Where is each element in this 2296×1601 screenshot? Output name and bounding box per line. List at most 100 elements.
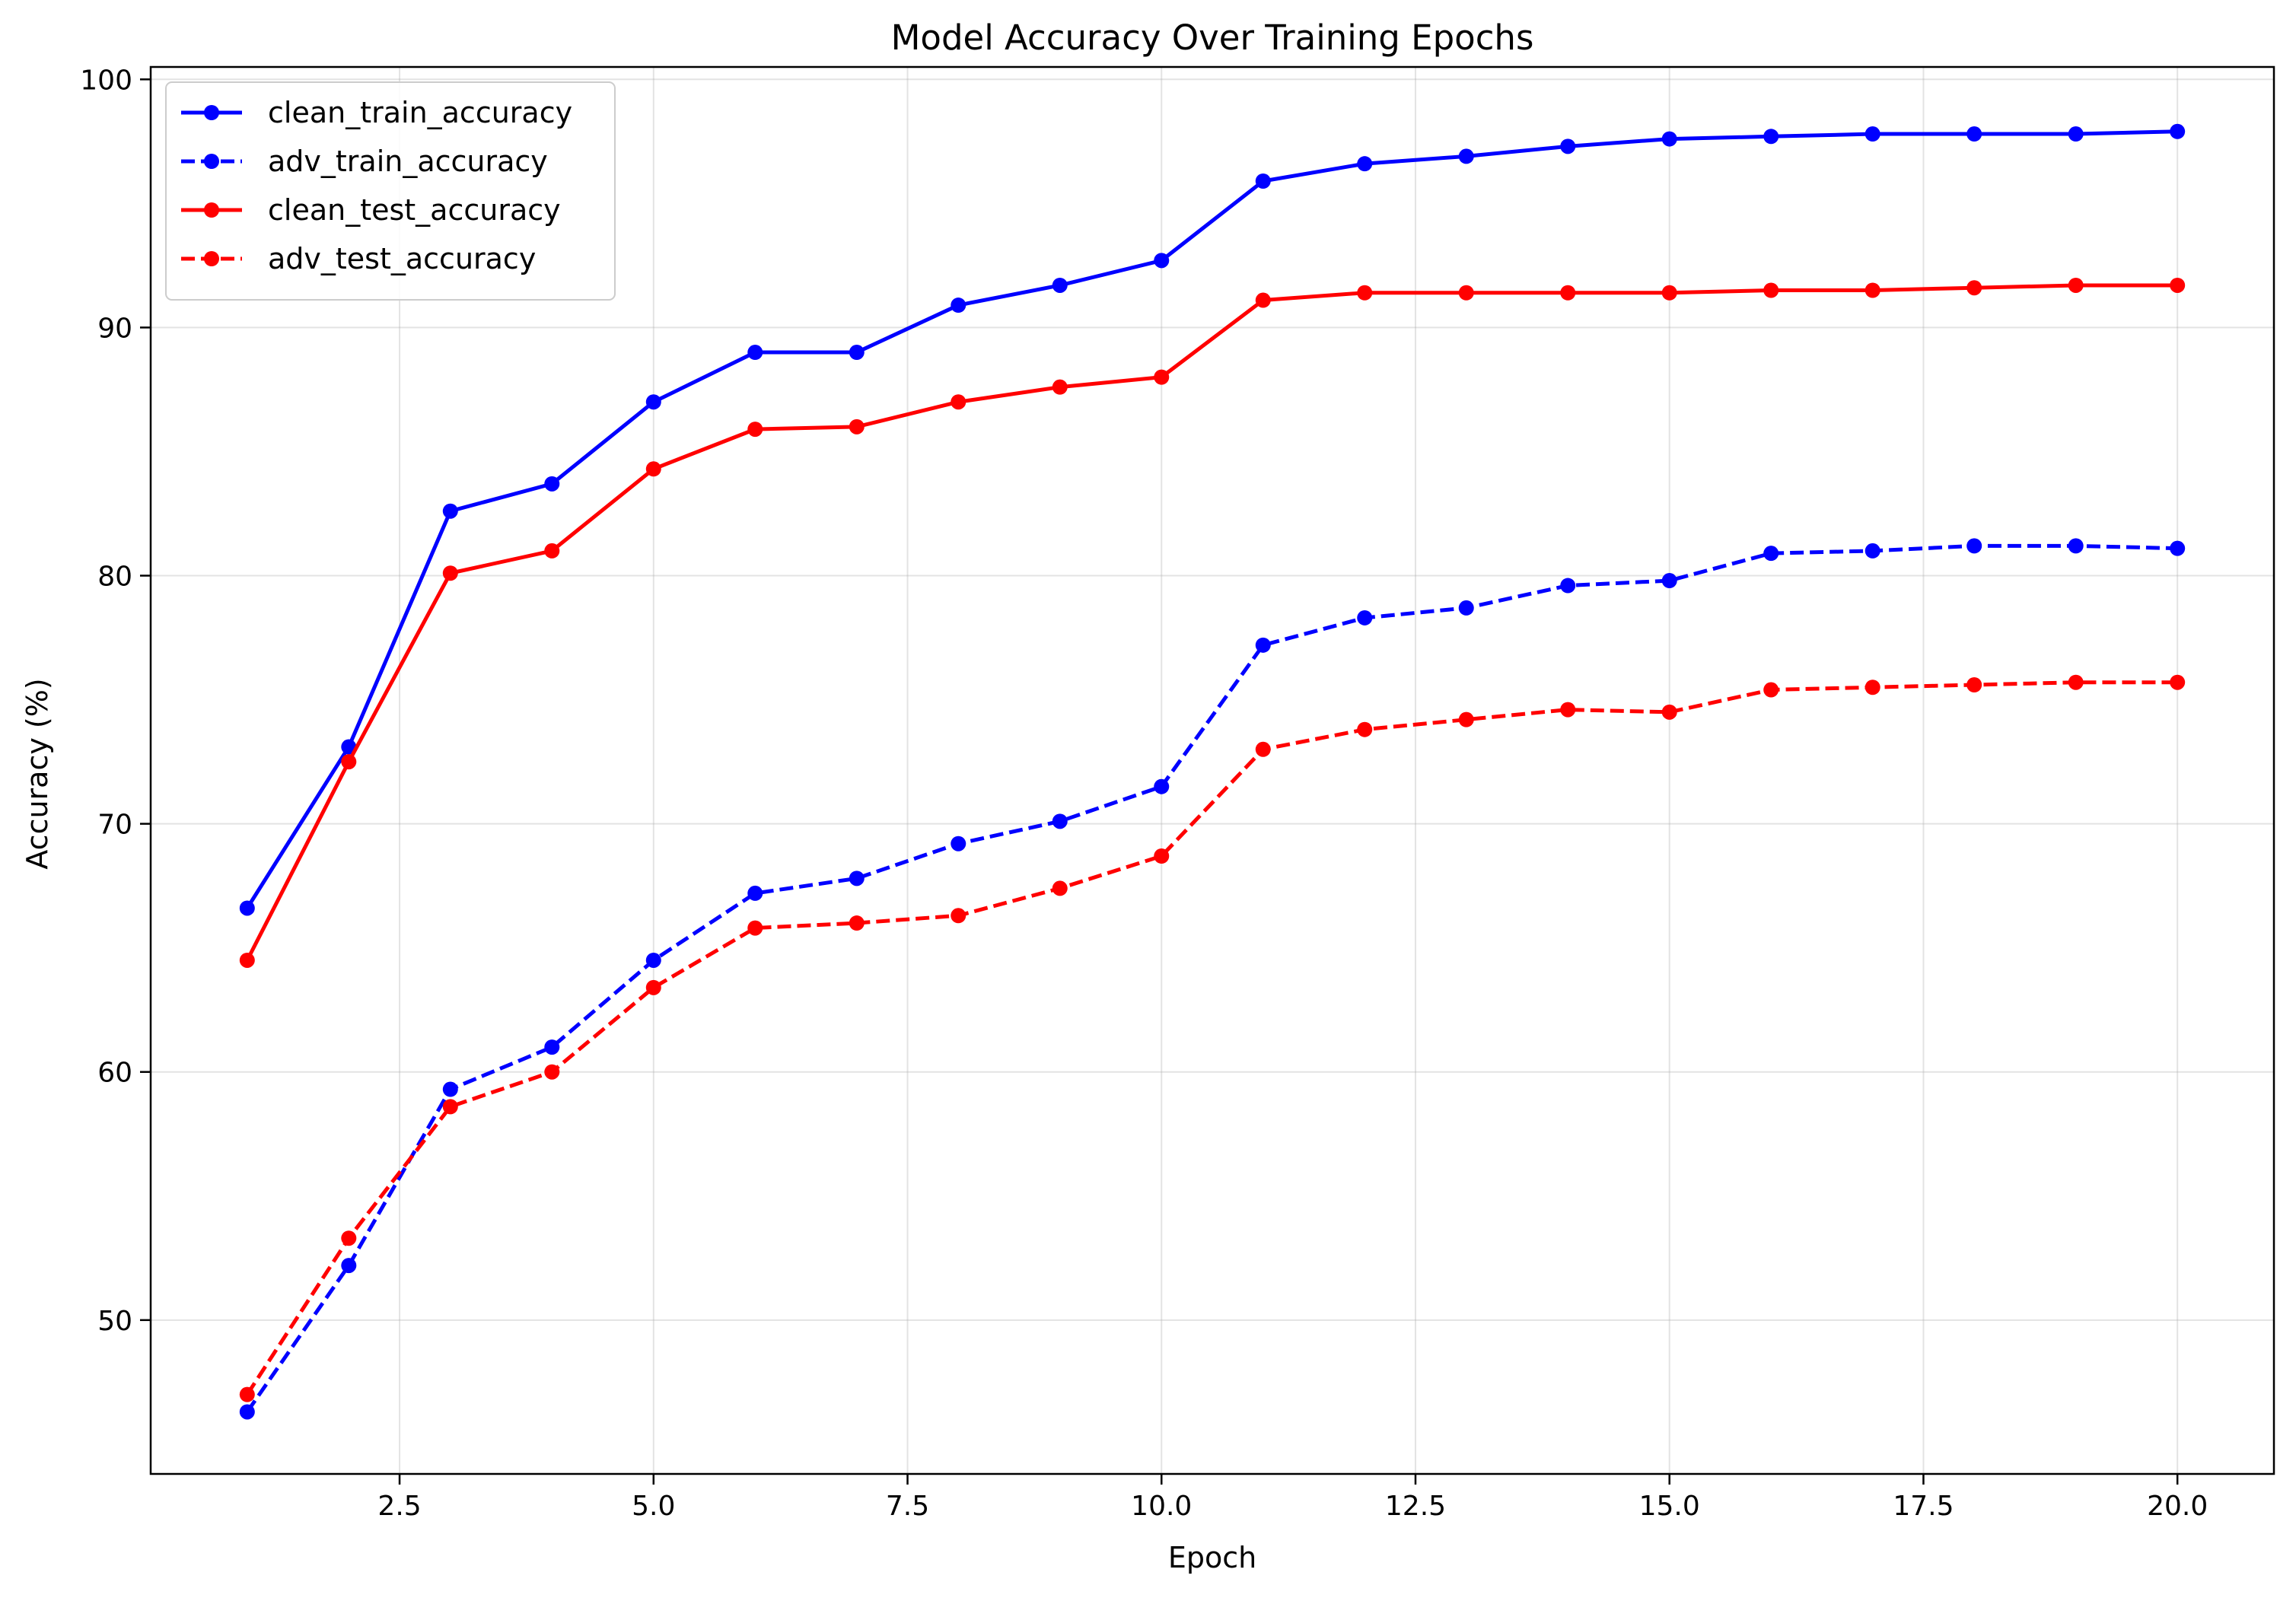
data-point-clean_train_accuracy-16 — [1763, 129, 1779, 145]
legend: clean_train_accuracy adv_train_accuracycl… — [165, 81, 616, 301]
data-point-adv_train_accuracy-18 — [1966, 538, 1982, 554]
x-tick-label-6: 17.5 — [1893, 1491, 1954, 1522]
data-point-adv_test_accuracy-2 — [341, 1230, 357, 1246]
data-point-adv_test_accuracy-17 — [1865, 680, 1880, 695]
data-point-adv_train_accuracy-10 — [1154, 778, 1170, 794]
data-point-clean_train_accuracy-19 — [2068, 126, 2084, 142]
data-point-adv_test_accuracy-16 — [1763, 682, 1779, 698]
chart-title: Model Accuracy Over Training Epochs — [891, 18, 1534, 58]
data-point-adv_train_accuracy-5 — [645, 952, 661, 968]
data-point-adv_train_accuracy-3 — [442, 1081, 458, 1097]
x-tick-label-4: 12.5 — [1385, 1491, 1446, 1522]
x-axis-label: Epoch — [1168, 1541, 1256, 1574]
data-point-adv_test_accuracy-8 — [951, 908, 966, 924]
data-point-adv_train_accuracy-4 — [544, 1039, 560, 1055]
y-tick-label-0: 50 — [97, 1306, 132, 1337]
data-point-clean_train_accuracy-11 — [1255, 173, 1271, 189]
axis-ticks: 2.5 5.0 7.5 10.0 12.5 15.0 17.5 20.0 50 60 70 80 90 1… — [80, 65, 2208, 1522]
data-point-adv_train_accuracy-8 — [951, 836, 966, 851]
data-point-clean_train_accuracy-7 — [849, 345, 865, 361]
data-point-adv_test_accuracy-12 — [1357, 721, 1373, 737]
data-point-clean_test_accuracy-18 — [1966, 280, 1982, 296]
x-tick-label-7: 20.0 — [2147, 1491, 2208, 1522]
data-point-adv_test_accuracy-4 — [544, 1064, 560, 1080]
data-point-clean_train_accuracy-9 — [1052, 277, 1068, 293]
series-adv_test_accuracy — [239, 674, 2186, 1402]
legend-label: adv_train_accuracy — [268, 145, 548, 178]
legend-swatch-marker — [204, 154, 219, 169]
grid-lines — [151, 67, 2274, 1474]
data-point-adv_train_accuracy-19 — [2068, 538, 2084, 554]
data-point-clean_train_accuracy-14 — [1560, 138, 1576, 154]
series-line-adv_test_accuracy — [245, 680, 2178, 1396]
x-tick-label-0: 2.5 — [377, 1491, 421, 1522]
series-line-adv_train_accuracy — [245, 543, 2178, 1413]
series-line-clean_train_accuracy — [245, 129, 2178, 909]
data-point-adv_train_accuracy-15 — [1661, 573, 1677, 589]
y-tick-label-4: 90 — [97, 313, 132, 344]
legend-item-clean_train_accuracy: clean_train_accuracy — [181, 96, 572, 129]
data-point-adv_train_accuracy-6 — [747, 885, 763, 901]
legend-swatch-marker — [204, 251, 219, 266]
data-point-adv_train_accuracy-12 — [1357, 610, 1373, 625]
data-point-clean_test_accuracy-11 — [1255, 292, 1271, 308]
data-point-adv_test_accuracy-11 — [1255, 741, 1271, 757]
data-point-adv_test_accuracy-15 — [1661, 704, 1677, 720]
data-point-adv_test_accuracy-18 — [1966, 676, 1982, 692]
data-point-clean_train_accuracy-17 — [1865, 126, 1880, 142]
data-point-clean_test_accuracy-13 — [1458, 285, 1474, 301]
data-point-clean_test_accuracy-5 — [645, 461, 661, 477]
data-point-adv_test_accuracy-19 — [2068, 674, 2084, 690]
legend-swatch-marker — [204, 202, 219, 218]
data-point-clean_test_accuracy-2 — [341, 754, 357, 770]
data-point-clean_test_accuracy-16 — [1763, 282, 1779, 298]
data-point-clean_test_accuracy-17 — [1865, 282, 1880, 298]
data-point-adv_test_accuracy-7 — [849, 915, 865, 931]
legend-item-clean_test_accuracy: clean_test_accuracy — [181, 193, 561, 227]
data-point-clean_test_accuracy-12 — [1357, 285, 1373, 301]
data-point-clean_train_accuracy-1 — [239, 900, 255, 916]
data-point-clean_train_accuracy-5 — [645, 394, 661, 410]
data-point-adv_test_accuracy-9 — [1052, 880, 1068, 896]
data-point-adv_train_accuracy-20 — [2170, 540, 2186, 556]
data-point-clean_test_accuracy-7 — [849, 419, 865, 434]
data-point-adv_train_accuracy-1 — [239, 1404, 255, 1420]
legend-label: clean_test_accuracy — [268, 193, 561, 227]
data-point-clean_test_accuracy-15 — [1661, 285, 1677, 301]
y-tick-label-3: 80 — [97, 562, 132, 593]
legend-swatch-marker — [204, 105, 219, 120]
data-point-clean_test_accuracy-8 — [951, 394, 966, 410]
data-point-clean_test_accuracy-14 — [1560, 285, 1576, 301]
legend-label: clean_train_accuracy — [268, 96, 572, 129]
x-tick-label-5: 15.0 — [1639, 1491, 1700, 1522]
y-tick-label-2: 70 — [97, 810, 132, 841]
series-line-clean_test_accuracy — [245, 283, 2178, 962]
data-point-clean_test_accuracy-3 — [442, 565, 458, 581]
data-point-clean_train_accuracy-12 — [1357, 156, 1373, 172]
data-point-clean_train_accuracy-4 — [544, 476, 560, 492]
data-point-clean_test_accuracy-10 — [1154, 369, 1170, 385]
series-adv_train_accuracy — [239, 538, 2186, 1420]
data-point-clean_train_accuracy-13 — [1458, 148, 1474, 164]
data-point-adv_train_accuracy-13 — [1458, 600, 1474, 616]
data-point-clean_train_accuracy-6 — [747, 345, 763, 361]
data-point-clean_test_accuracy-20 — [2170, 277, 2186, 293]
data-point-adv_train_accuracy-14 — [1560, 578, 1576, 594]
series-clean_test_accuracy — [239, 277, 2186, 968]
data-point-clean_train_accuracy-20 — [2170, 123, 2186, 139]
data-point-clean_test_accuracy-9 — [1052, 379, 1068, 395]
data-point-adv_test_accuracy-1 — [239, 1386, 255, 1402]
data-point-adv_test_accuracy-14 — [1560, 702, 1576, 718]
data-point-adv_test_accuracy-3 — [442, 1099, 458, 1115]
series-clean_train_accuracy — [239, 123, 2186, 916]
y-tick-label-5: 100 — [80, 65, 132, 96]
data-point-clean_train_accuracy-3 — [442, 503, 458, 519]
data-point-clean_train_accuracy-10 — [1154, 253, 1170, 269]
y-axis-label: Accuracy (%) — [21, 678, 54, 869]
data-point-clean_test_accuracy-6 — [747, 422, 763, 438]
data-point-adv_train_accuracy-9 — [1052, 813, 1068, 829]
y-tick-label-1: 60 — [97, 1058, 132, 1089]
data-point-adv_train_accuracy-7 — [849, 871, 865, 886]
